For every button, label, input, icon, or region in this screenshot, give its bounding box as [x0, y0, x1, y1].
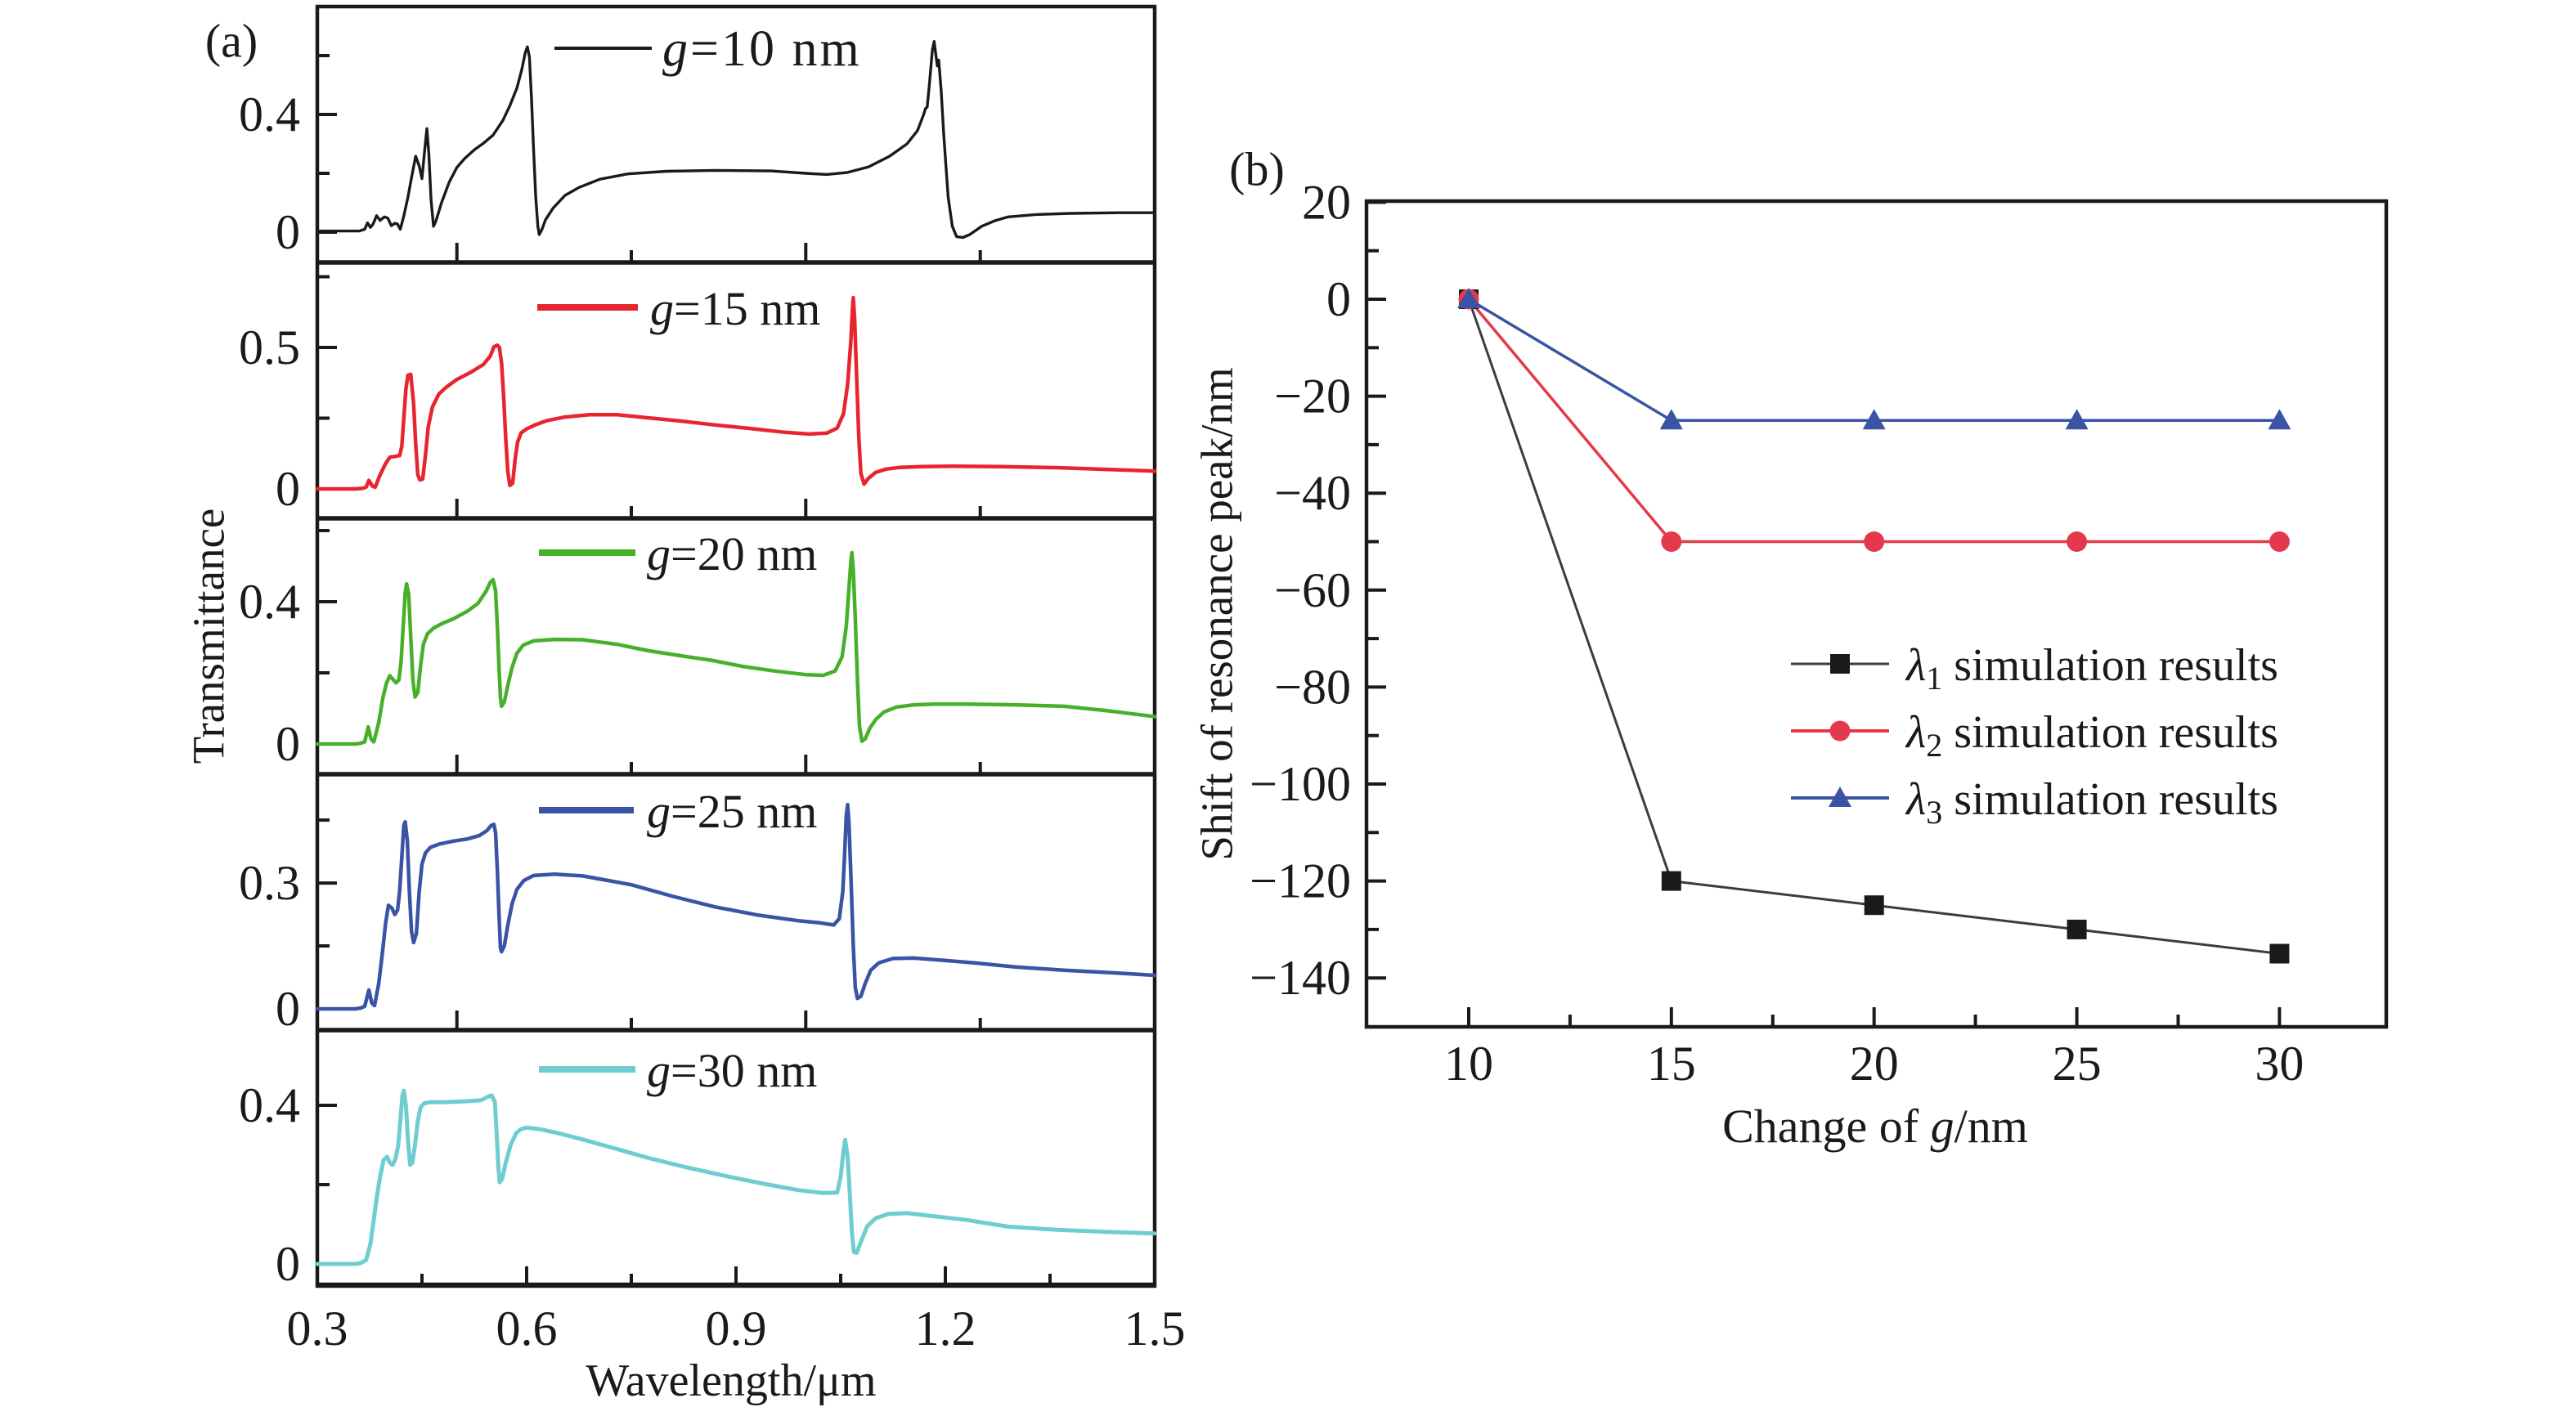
svg-text:−140: −140 [1250, 951, 1351, 1005]
svg-text:0.4: 0.4 [239, 1078, 300, 1132]
svg-text:(a): (a) [205, 15, 258, 68]
svg-text:0: 0 [1326, 272, 1351, 326]
svg-text:Wavelength/μm: Wavelength/μm [586, 1355, 876, 1406]
svg-text:g=15 nm: g=15 nm [650, 282, 820, 335]
svg-text:λ3 simulation results: λ3 simulation results [1905, 774, 2278, 831]
svg-text:−60: −60 [1274, 563, 1351, 617]
svg-text:10: 10 [1444, 1037, 1493, 1091]
svg-text:g=10 nm: g=10 nm [662, 21, 862, 77]
svg-text:20: 20 [1302, 175, 1351, 229]
svg-text:0.4: 0.4 [239, 575, 300, 629]
svg-text:25: 25 [2053, 1037, 2102, 1091]
svg-text:0.3: 0.3 [239, 856, 300, 910]
svg-text:0.5: 0.5 [239, 320, 300, 374]
svg-text:−40: −40 [1274, 466, 1351, 520]
svg-text:Transmittance: Transmittance [184, 509, 234, 764]
svg-text:g=25 nm: g=25 nm [647, 785, 817, 838]
svg-text:λ2 simulation results: λ2 simulation results [1905, 707, 2278, 764]
svg-text:0.9: 0.9 [706, 1302, 767, 1355]
svg-text:0.4: 0.4 [239, 87, 300, 141]
svg-text:−80: −80 [1274, 660, 1351, 714]
svg-text:0: 0 [276, 205, 300, 259]
svg-text:−20: −20 [1274, 370, 1351, 423]
svg-text:−120: −120 [1250, 854, 1351, 908]
svg-text:1.2: 1.2 [915, 1302, 976, 1355]
svg-text:20: 20 [1850, 1037, 1899, 1091]
svg-text:0.6: 0.6 [496, 1302, 558, 1355]
svg-text:(b): (b) [1229, 143, 1285, 196]
svg-text:0: 0 [276, 462, 300, 516]
svg-text:g=30 nm: g=30 nm [647, 1044, 817, 1097]
svg-text:λ1 simulation results: λ1 simulation results [1905, 640, 2278, 697]
svg-text:0: 0 [276, 717, 300, 771]
svg-text:Change of g/nm: Change of g/nm [1722, 1100, 2028, 1153]
svg-text:0: 0 [276, 1237, 300, 1291]
svg-text:Shift of resonance peak/nm: Shift of resonance peak/nm [1192, 367, 1242, 860]
svg-text:0.3: 0.3 [287, 1302, 348, 1355]
svg-text:15: 15 [1647, 1037, 1696, 1091]
svg-text:−100: −100 [1250, 757, 1351, 811]
svg-text:30: 30 [2255, 1037, 2304, 1091]
svg-text:g=20 nm: g=20 nm [647, 527, 817, 580]
svg-text:1.5: 1.5 [1124, 1302, 1186, 1355]
svg-text:0: 0 [276, 982, 300, 1036]
